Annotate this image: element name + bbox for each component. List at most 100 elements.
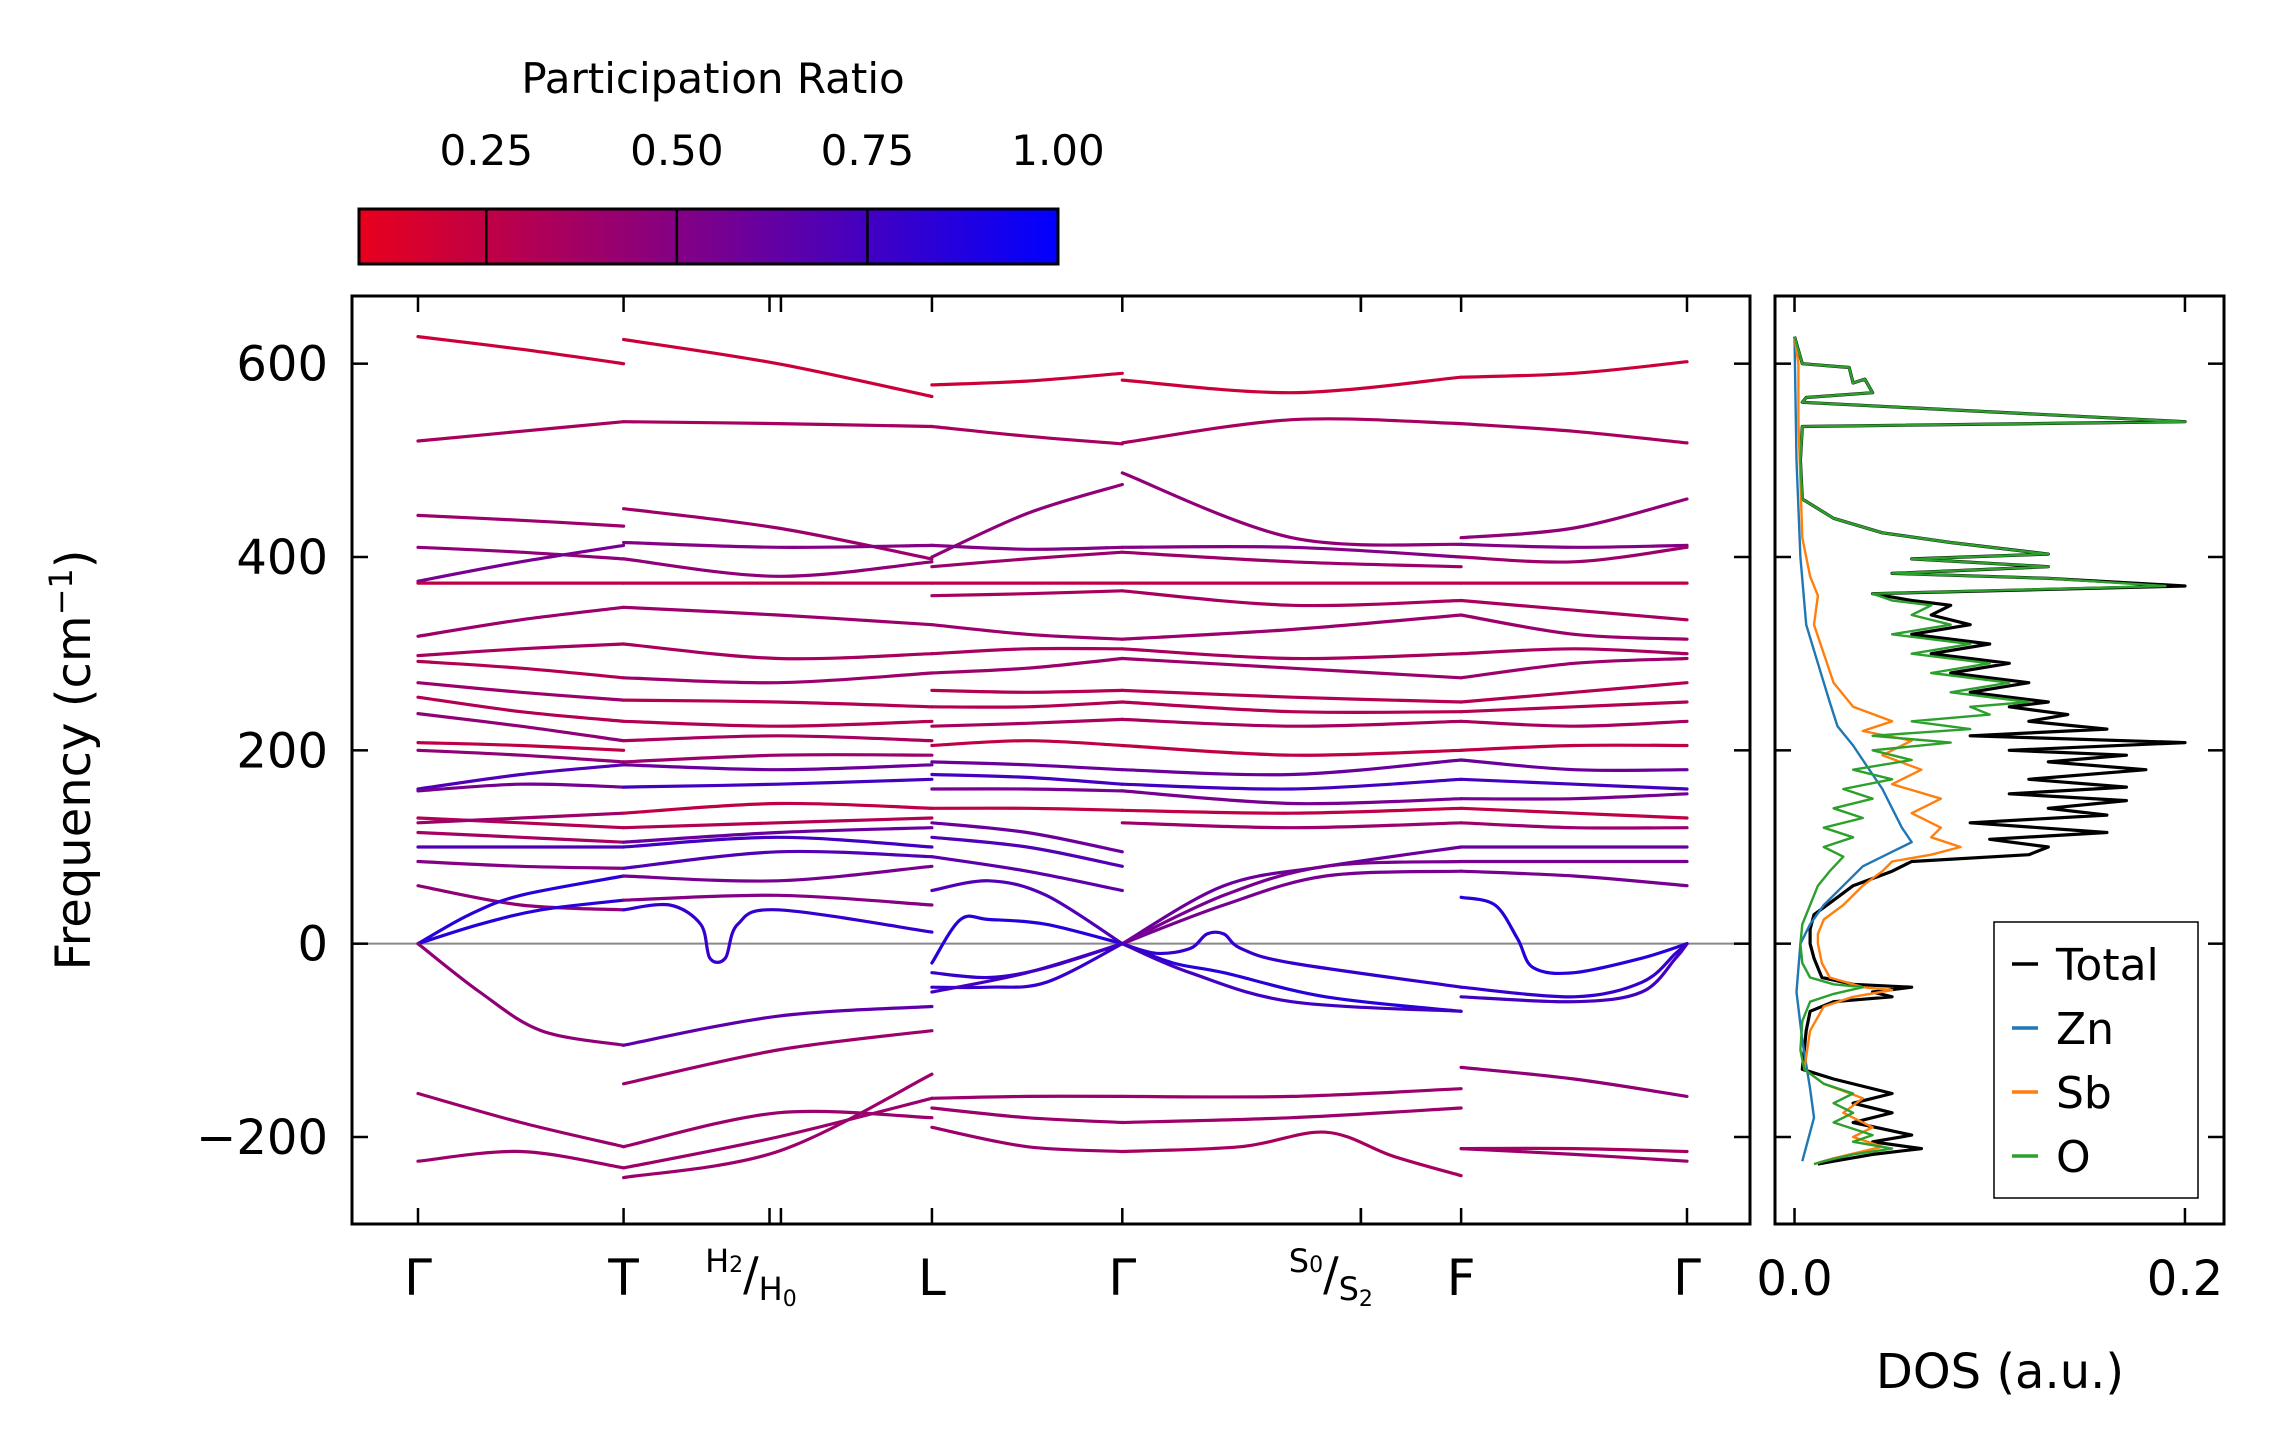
dos-curve-o <box>1793 336 2187 1166</box>
phonon-band <box>622 540 934 549</box>
phonon-band <box>416 763 626 791</box>
colorbar-title: Participation Ratio <box>521 54 904 103</box>
phonon-band <box>622 1096 934 1170</box>
phonon-band <box>1120 656 1463 680</box>
phonon-band <box>1120 821 1463 830</box>
phonon-band <box>930 623 1124 641</box>
phonon-band <box>1120 1087 1463 1099</box>
phonon-band <box>416 712 626 743</box>
phonon-band <box>930 656 1124 675</box>
phonon-band <box>1120 930 1463 989</box>
phonon-band <box>930 942 1124 990</box>
phonon-band <box>416 874 626 946</box>
phonon-band <box>416 642 626 658</box>
phonon-band <box>930 1094 1124 1100</box>
colorbar-tick-label: 0.75 <box>821 126 915 175</box>
phonon-band <box>622 835 934 849</box>
phonon-band <box>416 816 626 830</box>
colorbar-tick-label: 1.00 <box>1011 126 1105 175</box>
y-tick-labels: −200 0 200 400 600 <box>196 337 328 1166</box>
main-frame <box>350 294 1752 1226</box>
phonon-band <box>1120 859 1463 946</box>
phonon-band <box>1120 613 1463 641</box>
legend-label: Sb <box>2056 1068 2112 1119</box>
phonon-band <box>622 801 934 815</box>
phonon-band <box>622 777 934 789</box>
k-point-label: Γ <box>1108 1249 1136 1307</box>
phonon-band <box>1459 792 1689 801</box>
phonon-band <box>622 1029 934 1086</box>
phonon-band <box>1120 1130 1463 1178</box>
dos-frame <box>1773 294 2226 1226</box>
y-axis-label: Frequency (cm−1) <box>42 549 102 970</box>
k-point-label-compound: S0/S2 <box>1289 1242 1373 1312</box>
phonon-band <box>1459 613 1689 641</box>
phonon-band <box>1459 360 1689 379</box>
phonon-band <box>416 335 626 366</box>
k-point-label: Γ <box>1673 1249 1701 1307</box>
phonon-band <box>1120 375 1463 395</box>
phonon-band <box>1120 789 1463 806</box>
phonon-band <box>416 681 626 702</box>
phonon-band <box>1459 656 1689 680</box>
phonon-band <box>930 806 1124 812</box>
phonon-band <box>930 371 1124 387</box>
phonon-band <box>622 849 934 870</box>
phonon-band <box>1120 471 1463 547</box>
dos-curves <box>1792 336 2187 1166</box>
phonon-band <box>1459 497 1689 540</box>
phonon-band <box>930 787 1124 793</box>
phonon-band <box>416 659 626 680</box>
phonon-band <box>1459 743 1689 752</box>
phonon-band <box>930 589 1124 598</box>
phonon-band <box>1120 869 1463 946</box>
phonon-band <box>416 884 626 912</box>
y-tick-label: 0 <box>297 917 328 973</box>
phonon-band <box>622 902 934 964</box>
phonon-band <box>930 760 1124 772</box>
phonon-band <box>930 772 1124 786</box>
phonon-band <box>1459 719 1689 728</box>
phonon-band <box>1459 681 1689 704</box>
phonon-band <box>622 642 934 661</box>
phonon-band <box>930 543 1124 551</box>
k-point-label-compound: H2/H0 <box>705 1242 797 1312</box>
phonon-band <box>416 748 626 764</box>
colorbar-gradient <box>357 207 1060 266</box>
phonon-band <box>1120 942 1463 1013</box>
phonon-band <box>1120 647 1463 661</box>
phonon-band <box>1120 717 1463 728</box>
phonon-band <box>930 646 1124 656</box>
phonon-band <box>416 513 626 528</box>
phonon-band <box>1120 777 1463 791</box>
phonon-band <box>416 898 626 946</box>
phonon-band <box>1120 942 1463 1013</box>
y-tick-label: 400 <box>236 530 328 586</box>
phonon-band <box>1120 806 1463 815</box>
phonon-band <box>622 1109 934 1149</box>
phonon-band <box>416 1091 626 1149</box>
phonon-band <box>622 816 934 830</box>
phonon-band <box>930 879 1124 946</box>
phonon-band <box>416 1149 626 1170</box>
phonon-band <box>416 811 626 825</box>
phonon-bands <box>416 335 1689 1180</box>
colorbar-ticks: 0.25 0.50 0.75 1.00 <box>440 126 1105 264</box>
dos-legend: Total Zn Sb O <box>1993 921 2199 1199</box>
phonon-band <box>622 698 934 709</box>
phonon-band <box>622 337 934 399</box>
dos-x-axis-label: DOS (a.u.) <box>1876 1344 2124 1400</box>
phonon-band <box>1459 758 1689 773</box>
dos-x-tick-labels: 0.0 0.2 <box>1756 1251 2223 1307</box>
y-tick-label: −200 <box>196 1110 328 1166</box>
phonon-band <box>1120 758 1463 777</box>
phonon-band <box>1459 942 1689 1004</box>
phonon-band <box>622 507 934 561</box>
phonon-band <box>930 942 1124 994</box>
phonon-band <box>622 826 934 844</box>
phonon-band <box>930 914 1124 965</box>
phonon-band <box>1459 869 1689 888</box>
phonon-band <box>930 855 1124 893</box>
phonon-band <box>1120 589 1463 608</box>
phonon-band <box>416 782 626 793</box>
